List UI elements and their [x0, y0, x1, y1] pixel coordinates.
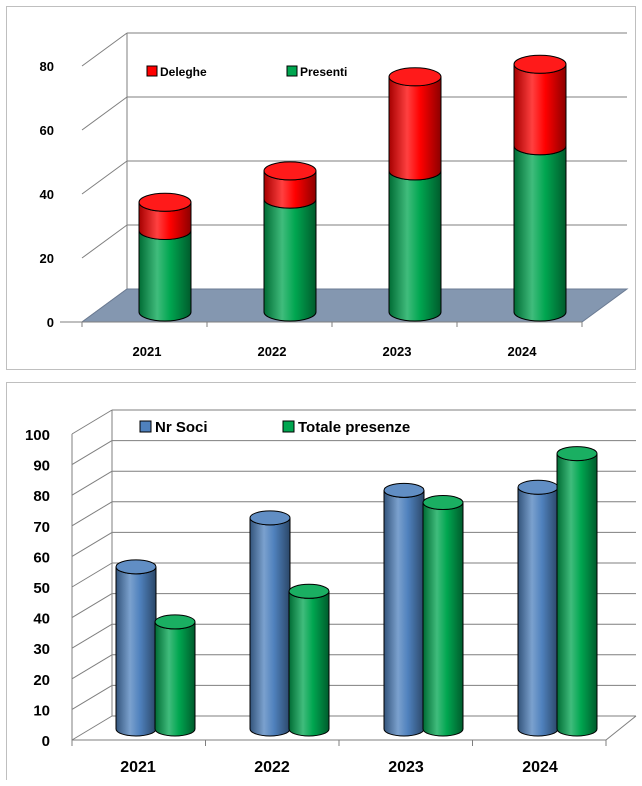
y-tick-label: 10	[33, 702, 50, 719]
x-tick-label: 2022	[258, 344, 287, 359]
y-tick-label: 90	[33, 458, 50, 475]
bar-nr-soci-2024	[517, 479, 559, 737]
legend-swatch	[286, 65, 298, 77]
y-tick-label: 50	[33, 580, 50, 597]
bar-nr-soci-2022	[249, 510, 291, 737]
x-tick-label: 2023	[383, 344, 412, 359]
legend-label: Totale presenze	[298, 419, 410, 436]
x-tick-label: 2021	[133, 344, 162, 359]
y-tick-label: 40	[33, 611, 50, 628]
y-tick-label: 60	[40, 123, 54, 138]
bar-nr-soci-2021	[115, 559, 157, 737]
gridline-side	[81, 160, 128, 195]
y-tick-label: 0	[42, 733, 50, 750]
y-tick-label: 0	[47, 315, 54, 330]
y-tick-label: 70	[33, 519, 50, 536]
gridline-side	[71, 440, 113, 466]
gridline-side	[81, 32, 128, 67]
legend-label: Presenti	[300, 65, 347, 79]
bar-totale-presenze-2023	[422, 495, 464, 737]
legend-label: Deleghe	[160, 65, 207, 79]
legend-swatch	[282, 420, 295, 433]
y-tick-label: 100	[25, 427, 50, 444]
y-tick-label: 60	[33, 549, 50, 566]
floor-edge	[605, 715, 637, 741]
x-tick-label: 2022	[254, 759, 290, 776]
y-tick-label: 20	[33, 672, 50, 689]
gridline-side	[71, 562, 113, 588]
y-tick-label: 30	[33, 641, 50, 658]
gridline-side	[71, 531, 113, 557]
x-tick-label: 2024	[508, 344, 538, 359]
gridline-side	[81, 96, 128, 131]
gridline-side	[71, 715, 113, 741]
gridline-side	[71, 409, 113, 435]
bar-totale-presenze-2024	[556, 446, 598, 737]
gridline-side	[71, 501, 113, 527]
bar-totale-presenze-2022	[288, 583, 330, 737]
gridline-side	[71, 623, 113, 649]
gridline-side	[81, 224, 128, 259]
x-tick-label: 2024	[522, 759, 558, 776]
x-tick-label: 2023	[388, 759, 424, 776]
bar-totale-presenze-2021	[154, 614, 196, 737]
bar-deleghe-2023	[388, 67, 442, 181]
bar-deleghe-2021	[138, 192, 192, 240]
legend-swatch	[139, 420, 152, 433]
gridline-side	[71, 654, 113, 680]
bar-nr-soci-2023	[383, 482, 425, 737]
y-tick-label: 80	[40, 59, 54, 74]
x-tick-label: 2021	[120, 759, 156, 776]
bar-deleghe-2024	[513, 54, 567, 156]
y-tick-label: 20	[40, 251, 54, 266]
bar-deleghe-2022	[263, 161, 317, 209]
gridline-side	[71, 470, 113, 496]
legend-label: Nr Soci	[155, 419, 208, 436]
gridline-side	[71, 593, 113, 619]
y-tick-label: 40	[40, 187, 54, 202]
y-tick-label: 80	[33, 488, 50, 505]
stacked-cylinder-chart: 0 20 40 60 80 2021 2022 2023 2024 Deleghe Presenti	[40, 32, 629, 359]
legend-swatch	[146, 65, 158, 77]
gridline-side	[71, 684, 113, 710]
